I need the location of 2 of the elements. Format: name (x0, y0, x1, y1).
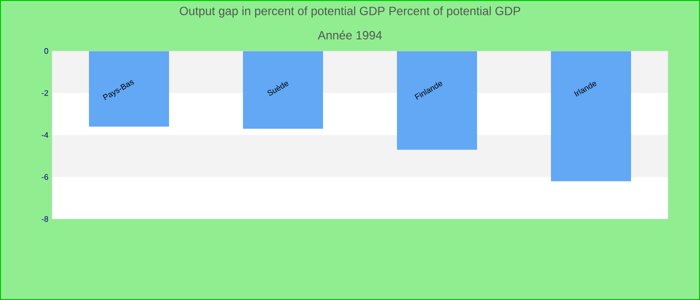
chart-title: Output gap in percent of potential GDP Percent of potential GDP (180, 6, 520, 18)
chart-subtitle: Année 1994 (318, 30, 382, 40)
